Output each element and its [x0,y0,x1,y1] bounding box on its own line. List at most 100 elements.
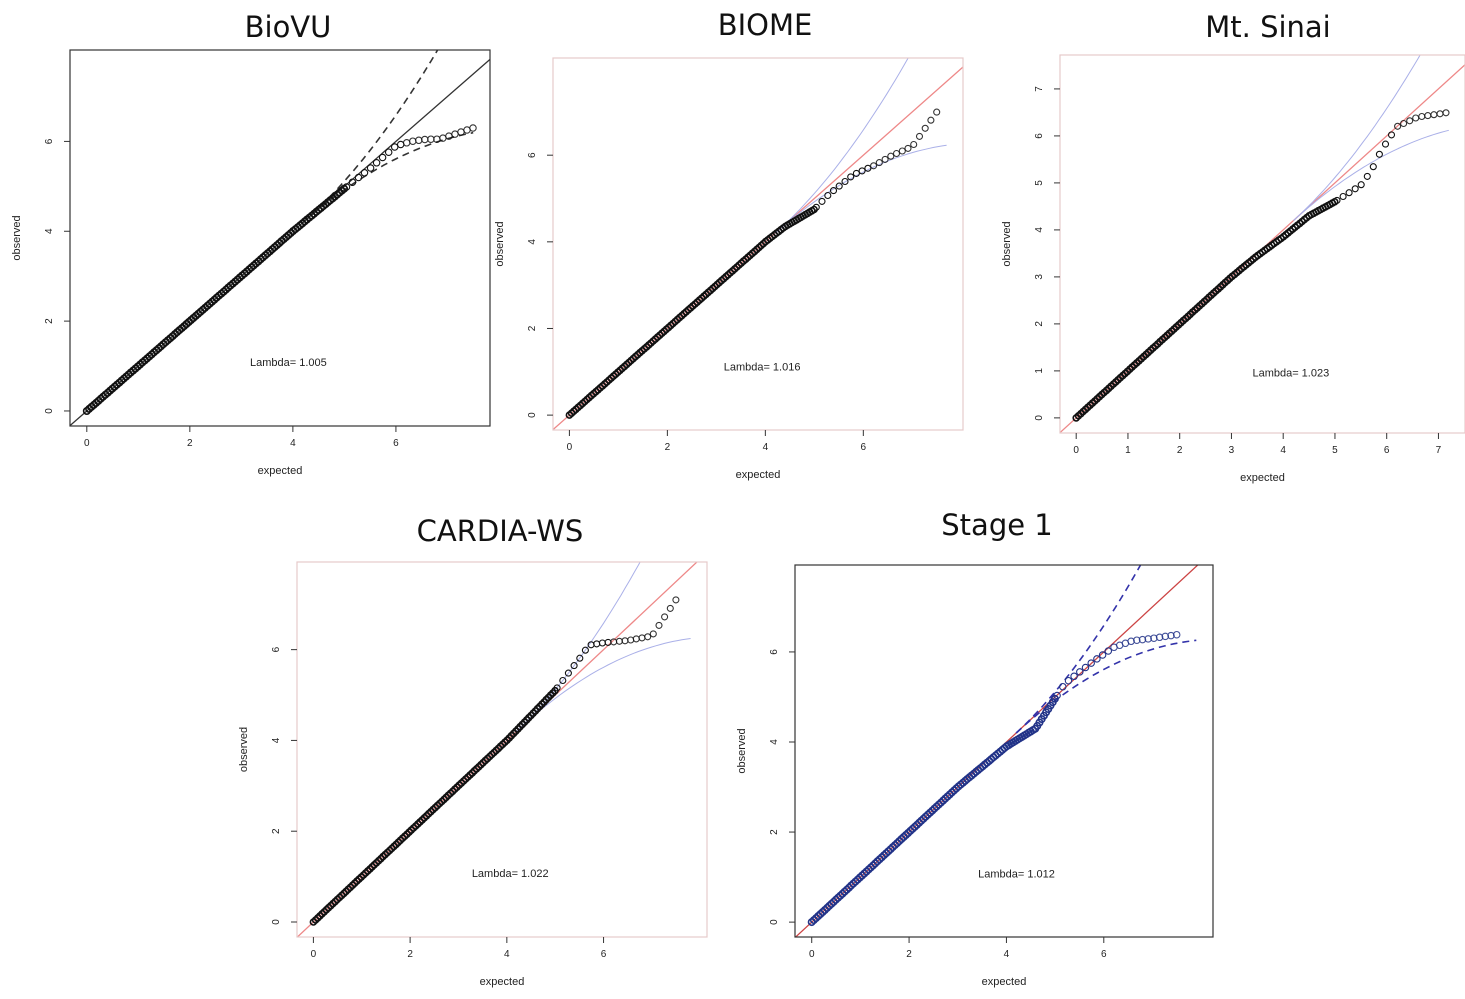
x-tick-label: 4 [763,442,769,453]
data-point [457,128,465,136]
data-point [1400,119,1408,128]
data-point [1387,131,1396,139]
data-point [887,152,895,160]
panel-title-biovu: BioVU [244,10,332,44]
data-point [360,169,369,177]
observed-points [1072,109,1450,422]
data-point [598,639,606,647]
data-point [672,596,680,604]
y-axis-label: observed [494,221,506,266]
confidence-band-upper [302,50,439,223]
data-point [824,191,832,200]
x-tick-label: 3 [1229,445,1235,456]
data-point [354,173,363,182]
x-tick-label: 1 [1125,445,1131,456]
data-point [829,897,838,906]
data-point [632,635,640,643]
data-point [1098,651,1107,659]
data-point [638,634,646,642]
data-point [1167,631,1175,640]
observed-points [82,124,477,415]
data-point [593,640,601,648]
data-point [928,806,937,815]
data-point [1093,655,1101,663]
plot-frame [296,561,708,938]
lambda-annotation: Lambda= 1.005 [250,357,327,369]
lambda-annotation: Lambda= 1.016 [724,361,801,373]
y-tick-label: 2 [44,318,55,324]
y-tick-label: 4 [527,239,538,245]
x-axis-label: expected [736,469,781,481]
x-tick-label: 0 [809,949,815,960]
data-point [927,116,935,124]
y-tick-label: 2 [769,829,780,835]
data-point [915,818,924,827]
data-point [936,798,945,807]
reference-line [553,66,963,430]
data-point [649,630,657,638]
qq-panel-3: 0 2 4 6 0 2 4 6 expected observed Lambda= 1.022 [238,561,708,988]
plot-frame [552,57,964,431]
data-point [904,144,912,152]
data-point [1406,117,1414,125]
y-tick-label: 0 [44,408,55,414]
data-point [881,155,889,163]
data-point [939,796,948,805]
y-tick-label: 0 [769,919,780,925]
data-point [1345,189,1353,197]
y-axis-label: observed [238,727,250,772]
x-tick-label: 0 [311,949,317,960]
plot-frame [69,49,491,427]
data-point [810,205,818,214]
lambda-annotation: Lambda= 1.012 [978,868,1055,880]
observed-points [565,108,941,419]
data-point [1161,632,1170,641]
data-point [877,853,886,862]
x-tick-label: 6 [601,949,607,960]
data-point [463,126,471,134]
data-point [451,130,459,138]
data-point [910,140,918,149]
x-tick-label: 2 [187,438,193,449]
panel-title-mt-sinai: Mt. Sinai [1205,10,1331,44]
data-point [1172,630,1181,639]
data-point [559,676,567,685]
data-point [553,684,561,692]
x-tick-label: 2 [906,949,912,960]
x-tick-label: 6 [1384,445,1390,456]
data-point [823,903,832,912]
x-tick-label: 6 [393,438,399,449]
observed-points [807,630,1181,927]
y-tick-label: 6 [769,649,780,655]
y-tick-label: 0 [1034,415,1045,421]
data-point [864,164,872,172]
x-axis-label: expected [1240,472,1285,484]
data-point [1363,172,1371,180]
plot-area [1060,55,1465,433]
data-point [886,845,895,854]
data-point [1138,635,1147,644]
data-point [1436,110,1444,118]
data-point [1053,691,1061,700]
data-point [945,790,954,799]
data-point [581,646,589,654]
plot-area [70,50,490,426]
data-point [1144,635,1152,643]
plot-frame [1059,54,1465,434]
data-point [1424,112,1432,120]
y-tick-label: 4 [769,739,780,745]
data-point [853,875,862,884]
data-point [841,177,849,186]
data-point [402,139,411,147]
data-point [1127,637,1135,646]
y-tick-label: 0 [527,412,538,418]
data-point [1369,163,1377,171]
observed-points [309,596,680,926]
data-point [869,861,878,870]
data-point [1104,647,1113,655]
confidence-band-lower [1293,129,1449,221]
data-point [1339,192,1347,201]
data-point [372,159,381,167]
data-point [870,162,878,170]
